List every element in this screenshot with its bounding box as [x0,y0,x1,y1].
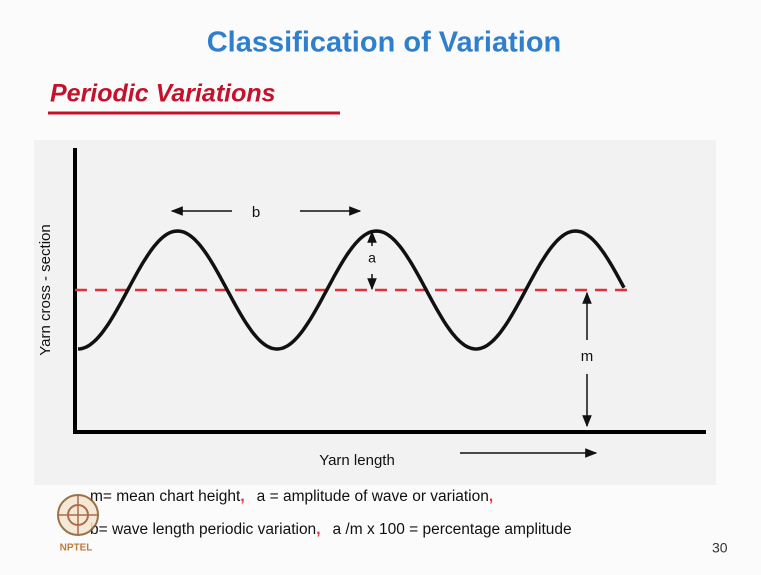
page-number: 30 [712,540,728,556]
definition-line: b= wave length periodic variation, a /m x… [90,521,572,538]
logo-text: NPTEL [60,543,93,554]
slide-title: Classification of Variation [207,27,562,59]
separator: , [240,488,244,505]
x-axis-label: Yarn length [319,452,395,469]
definition: a = amplitude of wave or variation [257,488,489,505]
definition: b= wave length periodic variation [90,521,316,538]
definition-line: m= mean chart height, a = amplitude of wa… [90,488,493,505]
amplitude-label: a [368,250,376,266]
separator: , [316,521,320,538]
slide-subtitle: Periodic Variations [50,80,276,108]
mean-label: m [581,348,594,365]
separator: , [489,488,493,505]
y-axis-label: Yarn cross - section [37,224,54,355]
logo: NPTEL [57,494,99,554]
wavelength-label: b [252,204,260,221]
definition: m= mean chart height [90,488,241,505]
diagram-panel [34,140,716,485]
wave [77,229,626,351]
definition: a /m x 100 = percentage amplitude [333,521,572,538]
